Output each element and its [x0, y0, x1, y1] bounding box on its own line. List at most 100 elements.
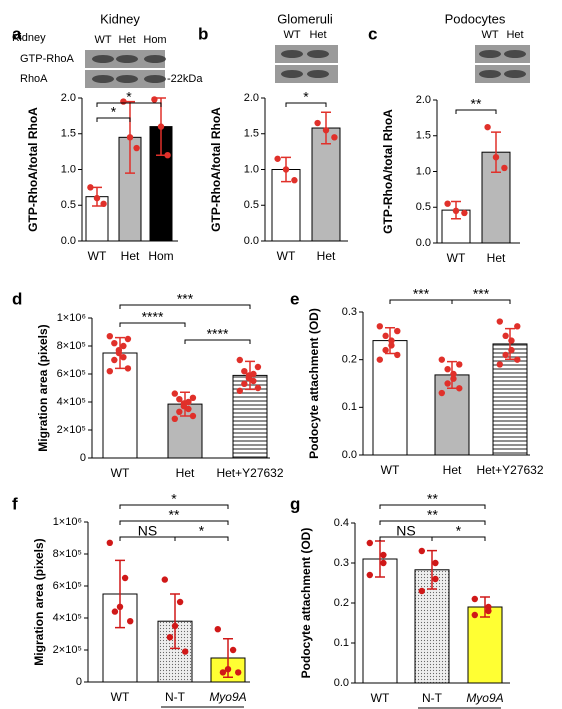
significance-label: **** [142, 309, 164, 325]
y-tick-label: 1.5 [61, 128, 76, 140]
data-point [366, 571, 373, 579]
data-point [291, 177, 298, 184]
data-point [111, 608, 119, 615]
panel-label: d [12, 289, 22, 308]
significance-bracket [174, 536, 229, 541]
data-point [116, 603, 124, 610]
data-point [124, 365, 132, 372]
data-point [241, 380, 248, 387]
panel-label: g [290, 494, 300, 513]
error-bar [115, 559, 125, 629]
lane-label: Het [118, 34, 135, 46]
bar [492, 343, 528, 456]
x-tick-label: Het [121, 249, 140, 263]
significance-label: * [303, 89, 309, 105]
x-tick-label: Myo9A [466, 691, 503, 705]
blot-band [307, 70, 329, 78]
blot-image [275, 45, 338, 63]
blot-header: Kidney [12, 32, 46, 44]
significance-bracket [431, 536, 486, 541]
data-point [171, 415, 178, 422]
data-point [461, 209, 468, 217]
significance-bracket [285, 102, 327, 107]
data-point [382, 346, 389, 354]
data-point [450, 375, 457, 382]
data-point [127, 618, 134, 625]
data-point [514, 356, 521, 363]
data-point [100, 200, 107, 208]
blot-band [92, 75, 114, 83]
data-point [380, 559, 387, 567]
data-point [189, 412, 197, 420]
blot-image [475, 45, 530, 63]
y-tick-label: 0.3 [334, 557, 349, 569]
y-tick-label: 1.0 [416, 165, 431, 177]
x-tick-label: N-T [422, 691, 443, 705]
y-axis-label: GTP-RhoA/total RhoA [26, 107, 40, 232]
y-tick-label: 0 [80, 452, 86, 464]
data-point [93, 194, 101, 202]
data-point [164, 152, 171, 159]
significance-bracket [119, 304, 251, 309]
chart-title: Glomeruli [277, 11, 333, 26]
data-point [394, 327, 401, 335]
data-point [106, 539, 114, 546]
error-bar [480, 596, 490, 618]
y-tick-label: 8×10⁵ [53, 548, 82, 560]
x-tick-label: Het [176, 466, 195, 480]
y-tick-label: 4×10⁵ [53, 612, 82, 624]
data-point [120, 342, 127, 350]
blot-band [504, 50, 526, 58]
y-tick-label: 1.0 [244, 163, 259, 175]
y-tick-label: 0.3 [342, 306, 357, 318]
x-tick-label: WT [447, 251, 466, 265]
data-point [111, 340, 118, 347]
panel-label: a [12, 24, 22, 43]
y-tick-label: 0.5 [244, 199, 259, 211]
y-tick-label: 0.5 [416, 201, 431, 213]
y-tick-label: 0.1 [334, 637, 349, 649]
data-point [115, 349, 123, 357]
y-tick-label: 1×10⁶ [57, 312, 86, 324]
y-axis-label: Migration area (pixels) [32, 538, 46, 665]
data-point [219, 669, 227, 676]
x-tick-label: Hom [148, 249, 173, 263]
y-tick-label: 0.1 [342, 401, 357, 413]
data-point [508, 337, 515, 344]
x-tick-label: Het [317, 249, 336, 263]
data-point [235, 669, 242, 676]
blot-band [116, 75, 138, 83]
data-point [438, 389, 445, 397]
significance-label: * [171, 491, 177, 507]
data-point [501, 164, 508, 172]
y-axis-label: GTP-RhoA/total RhoA [209, 107, 223, 232]
y-axis-label: Podocyte attachment (OD) [299, 528, 313, 679]
data-point [418, 587, 425, 595]
data-point [185, 405, 192, 413]
y-axis-label: GTP-RhoA/total RhoA [381, 109, 395, 234]
data-point [388, 342, 395, 349]
data-point [126, 134, 134, 141]
significance-label: ** [427, 491, 438, 507]
y-tick-label: 2.0 [416, 94, 431, 106]
significance-bracket [184, 339, 251, 344]
blot-band [92, 55, 114, 63]
data-point [171, 390, 178, 397]
data-point [106, 368, 114, 375]
y-tick-label: 4×10⁵ [57, 396, 86, 408]
x-tick-label: WT [371, 691, 390, 705]
data-point [438, 356, 445, 363]
lane-label: Hom [143, 34, 166, 46]
size-marker: -22kDa [167, 73, 203, 85]
data-point [432, 575, 439, 583]
x-tick-label: Het+Y27632 [216, 466, 283, 480]
data-point [471, 595, 478, 603]
significance-label: **** [207, 326, 229, 342]
x-tick-label: N-T [165, 690, 186, 704]
y-axis-label: Podocyte attachment (OD) [307, 308, 321, 459]
data-point [229, 646, 237, 654]
data-point [224, 666, 232, 673]
significance-bracket [455, 109, 497, 114]
data-point [418, 547, 425, 555]
